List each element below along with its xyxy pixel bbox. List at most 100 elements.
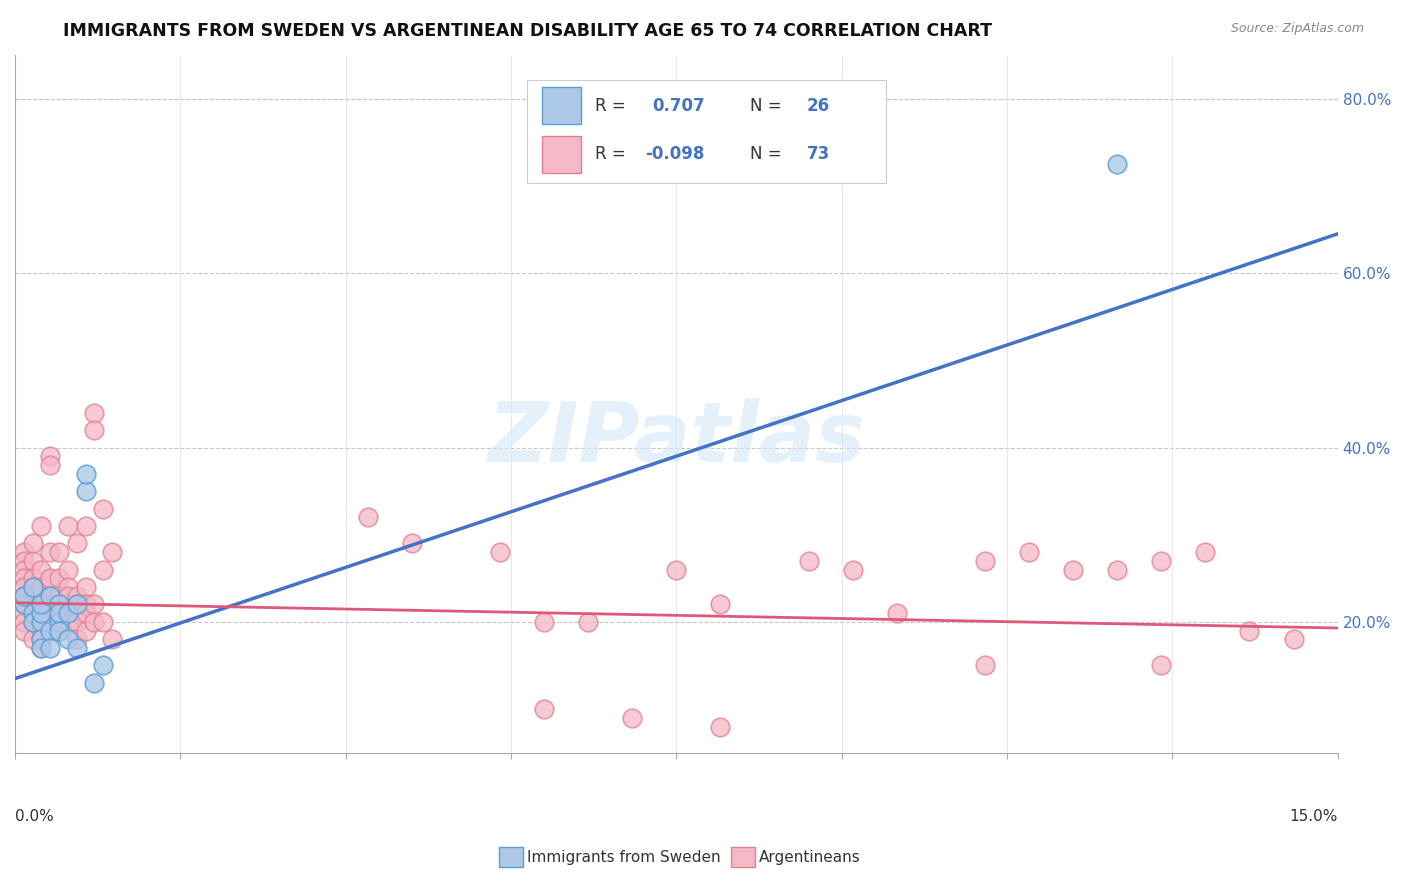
Text: N =: N = <box>749 97 786 115</box>
Point <box>66 598 89 612</box>
Point <box>66 536 89 550</box>
Point <box>1107 563 1129 577</box>
Point <box>56 580 79 594</box>
Point <box>21 589 44 603</box>
Point <box>21 536 44 550</box>
Bar <box>541 136 581 173</box>
Point <box>48 624 70 638</box>
Point <box>56 563 79 577</box>
Point <box>21 606 44 620</box>
Point <box>66 641 89 656</box>
Point <box>56 589 79 603</box>
Point <box>56 615 79 629</box>
Point <box>39 615 62 629</box>
Point <box>357 510 380 524</box>
Point <box>48 624 70 638</box>
Point <box>30 615 52 629</box>
Point <box>21 615 44 629</box>
Point <box>48 606 70 620</box>
Point <box>56 598 79 612</box>
Point <box>30 563 52 577</box>
Point <box>39 589 62 603</box>
Point <box>91 563 114 577</box>
Point <box>56 606 79 620</box>
Point <box>39 458 62 472</box>
Point <box>533 702 555 716</box>
Point <box>83 615 105 629</box>
Point <box>48 598 70 612</box>
Text: 0.0%: 0.0% <box>15 809 53 824</box>
Point <box>39 545 62 559</box>
Point <box>39 641 62 656</box>
Point <box>665 563 688 577</box>
Point <box>13 624 35 638</box>
Point <box>1018 545 1040 559</box>
Text: Source: ZipAtlas.com: Source: ZipAtlas.com <box>1230 22 1364 36</box>
Point <box>1150 554 1173 568</box>
Point <box>101 545 124 559</box>
Point <box>21 632 44 647</box>
Point <box>21 615 44 629</box>
Point <box>1239 624 1261 638</box>
Point <box>66 632 89 647</box>
Point <box>21 598 44 612</box>
Point <box>75 624 97 638</box>
Text: 73: 73 <box>807 145 830 163</box>
Point <box>91 658 114 673</box>
Point <box>83 423 105 437</box>
Point <box>39 598 62 612</box>
Bar <box>541 87 581 124</box>
Point <box>75 598 97 612</box>
Point <box>13 571 35 585</box>
Point <box>56 632 79 647</box>
Point <box>30 606 52 620</box>
Point <box>13 589 35 603</box>
Text: ZIPatlas: ZIPatlas <box>488 399 865 479</box>
Point <box>83 598 105 612</box>
Point <box>39 571 62 585</box>
Point <box>974 658 997 673</box>
Point <box>709 719 731 733</box>
Point <box>39 624 62 638</box>
Point <box>56 519 79 533</box>
Point <box>66 606 89 620</box>
Point <box>48 589 70 603</box>
Point <box>13 554 35 568</box>
Point <box>91 615 114 629</box>
Point <box>48 615 70 629</box>
Text: N =: N = <box>749 145 786 163</box>
Point <box>21 606 44 620</box>
Point <box>30 624 52 638</box>
Point <box>39 606 62 620</box>
Text: R =: R = <box>595 145 631 163</box>
Point <box>66 598 89 612</box>
Point <box>1150 658 1173 673</box>
Point <box>101 632 124 647</box>
Point <box>1107 157 1129 171</box>
Point <box>30 598 52 612</box>
Point <box>66 615 89 629</box>
Text: -0.098: -0.098 <box>645 145 704 163</box>
Point <box>1282 632 1305 647</box>
Point <box>533 615 555 629</box>
Point <box>48 571 70 585</box>
Text: 26: 26 <box>807 97 830 115</box>
Point <box>48 615 70 629</box>
Point <box>13 589 35 603</box>
Point <box>13 606 35 620</box>
Point <box>401 536 423 550</box>
Point <box>576 615 599 629</box>
Point <box>886 606 908 620</box>
Point <box>30 641 52 656</box>
Point <box>13 598 35 612</box>
Point <box>841 563 863 577</box>
Point <box>83 676 105 690</box>
Point <box>30 589 52 603</box>
Point <box>621 711 644 725</box>
Point <box>13 563 35 577</box>
Point <box>75 519 97 533</box>
Point <box>13 598 35 612</box>
Point <box>75 467 97 481</box>
Point <box>75 484 97 499</box>
Point <box>48 606 70 620</box>
